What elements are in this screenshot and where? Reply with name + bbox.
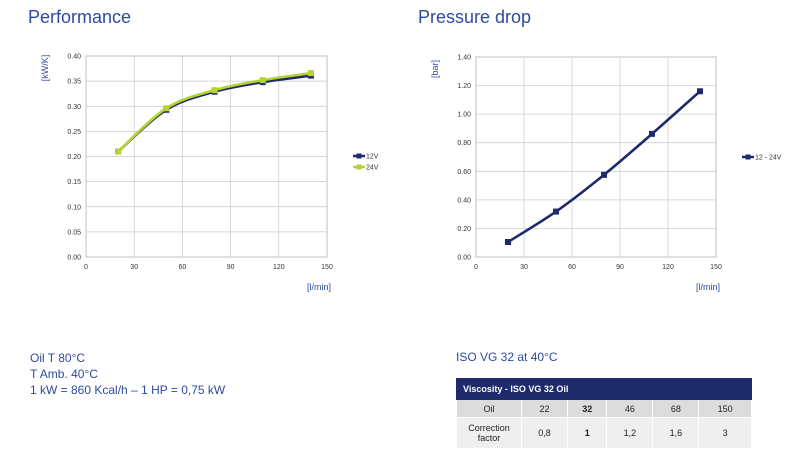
unit-conversion-note: 1 kW = 860 Kcal/h – 1 HP = 0,75 kW <box>30 383 226 397</box>
plot-area <box>475 56 717 258</box>
viscosity-table-title: Viscosity - ISO VG 32 Oil <box>456 378 752 400</box>
pressure-drop-title: Pressure drop <box>418 7 532 27</box>
data-point <box>259 77 266 84</box>
x-axis-label: [l/min] <box>307 282 331 292</box>
y-axis-label: [kW/K] <box>40 55 50 82</box>
y-tick-label: 0.00 <box>457 255 471 262</box>
y-tick-label: 0.60 <box>457 169 471 176</box>
legend-label: 24V <box>366 165 379 172</box>
legend-swatch-marker <box>745 154 751 160</box>
y-tick-label: 0.25 <box>67 129 81 136</box>
x-tick-label: 60 <box>179 264 187 271</box>
x-tick-label: 30 <box>130 264 138 271</box>
x-tick-label: 90 <box>616 264 624 271</box>
data-point <box>211 87 218 94</box>
data-point <box>601 171 607 178</box>
oil-row-label: Oil <box>456 399 522 418</box>
x-tick-label: 120 <box>273 264 285 271</box>
table-row: Correction factor 0,8 1 1,2 1,6 3 <box>456 417 752 449</box>
data-point <box>163 105 170 112</box>
pressure-drop-chart: 0.00 0.20 0.40 0.60 0.80 1.00 1.20 1.40 0 30 60 90 1… <box>430 55 782 293</box>
y-tick-label: 1.20 <box>457 83 471 90</box>
x-tick-label: 120 <box>662 264 674 271</box>
y-tick-label: 0.00 <box>67 255 81 262</box>
correction-label-line2: factor <box>477 433 501 443</box>
data-point <box>553 208 559 215</box>
correction-value-cell: 1,6 <box>652 417 700 449</box>
x-tick-label: 0 <box>474 264 478 271</box>
data-point <box>697 88 703 95</box>
y-axis-label: [bar] <box>430 60 440 78</box>
x-tick-label: 30 <box>520 264 528 271</box>
oil-value-cell: 150 <box>698 399 752 418</box>
y-tick-label: 0.05 <box>67 229 81 236</box>
viscosity-table: Viscosity - ISO VG 32 Oil Oil 22 32 46 6… <box>456 378 752 449</box>
correction-value-cell: 0,8 <box>521 417 568 449</box>
x-tick-label: 150 <box>321 264 333 271</box>
x-tick-label: 0 <box>84 264 88 271</box>
oil-value-cell: 32 <box>566 399 608 418</box>
performance-chart: 0.00 0.05 0.10 0.15 0.20 0.25 0.30 0.35 0.40 0 30 6… <box>40 54 379 293</box>
correction-value-cell: 3 <box>698 417 752 449</box>
data-point <box>307 70 314 77</box>
correction-label-line1: Correction <box>468 423 510 433</box>
y-tick-label: 0.20 <box>67 154 81 161</box>
y-tick-label: 0.40 <box>457 197 471 204</box>
y-tick-label: 1.00 <box>457 112 471 119</box>
legend-label: 12V <box>366 154 379 161</box>
oil-value-cell: 22 <box>521 399 568 418</box>
y-tick-label: 0.20 <box>457 226 471 233</box>
ambient-temp-note: T Amb. 40°C <box>30 367 98 381</box>
y-tick-label: 0.40 <box>67 54 81 61</box>
y-tick-label: 0.30 <box>67 104 81 111</box>
table-row: Oil 22 32 46 68 150 <box>456 399 752 418</box>
legend-label: 12 - 24V <box>755 155 782 162</box>
viscosity-heading: ISO VG 32 at 40°C <box>456 350 558 364</box>
x-tick-label: 150 <box>710 264 722 271</box>
y-tick-label: 0.10 <box>67 204 81 211</box>
data-point <box>649 130 655 137</box>
y-tick-label: 0.15 <box>67 179 81 186</box>
performance-title: Performance <box>28 7 132 27</box>
correction-value-cell: 1,2 <box>606 417 654 449</box>
data-point <box>505 239 511 245</box>
y-tick-label: 0.80 <box>457 140 471 147</box>
legend-swatch-marker <box>356 153 362 159</box>
operating-notes: Oil T 80°C T Amb. 40°C 1 kW = 860 Kcal/h… <box>30 350 225 398</box>
oil-value-cell: 46 <box>606 399 654 418</box>
x-axis-label: [l/min] <box>696 282 720 292</box>
y-tick-label: 0.35 <box>67 79 81 86</box>
oil-value-cell: 68 <box>652 399 700 418</box>
correction-value-cell: 1 <box>566 417 608 449</box>
oil-temp-note: Oil T 80°C <box>30 351 86 365</box>
x-tick-label: 90 <box>227 264 235 271</box>
data-point <box>115 148 122 155</box>
x-tick-label: 60 <box>568 264 576 271</box>
y-tick-label: 1.40 <box>457 55 471 62</box>
correction-factor-label: Correction factor <box>456 417 522 449</box>
legend-swatch-marker <box>356 164 362 170</box>
